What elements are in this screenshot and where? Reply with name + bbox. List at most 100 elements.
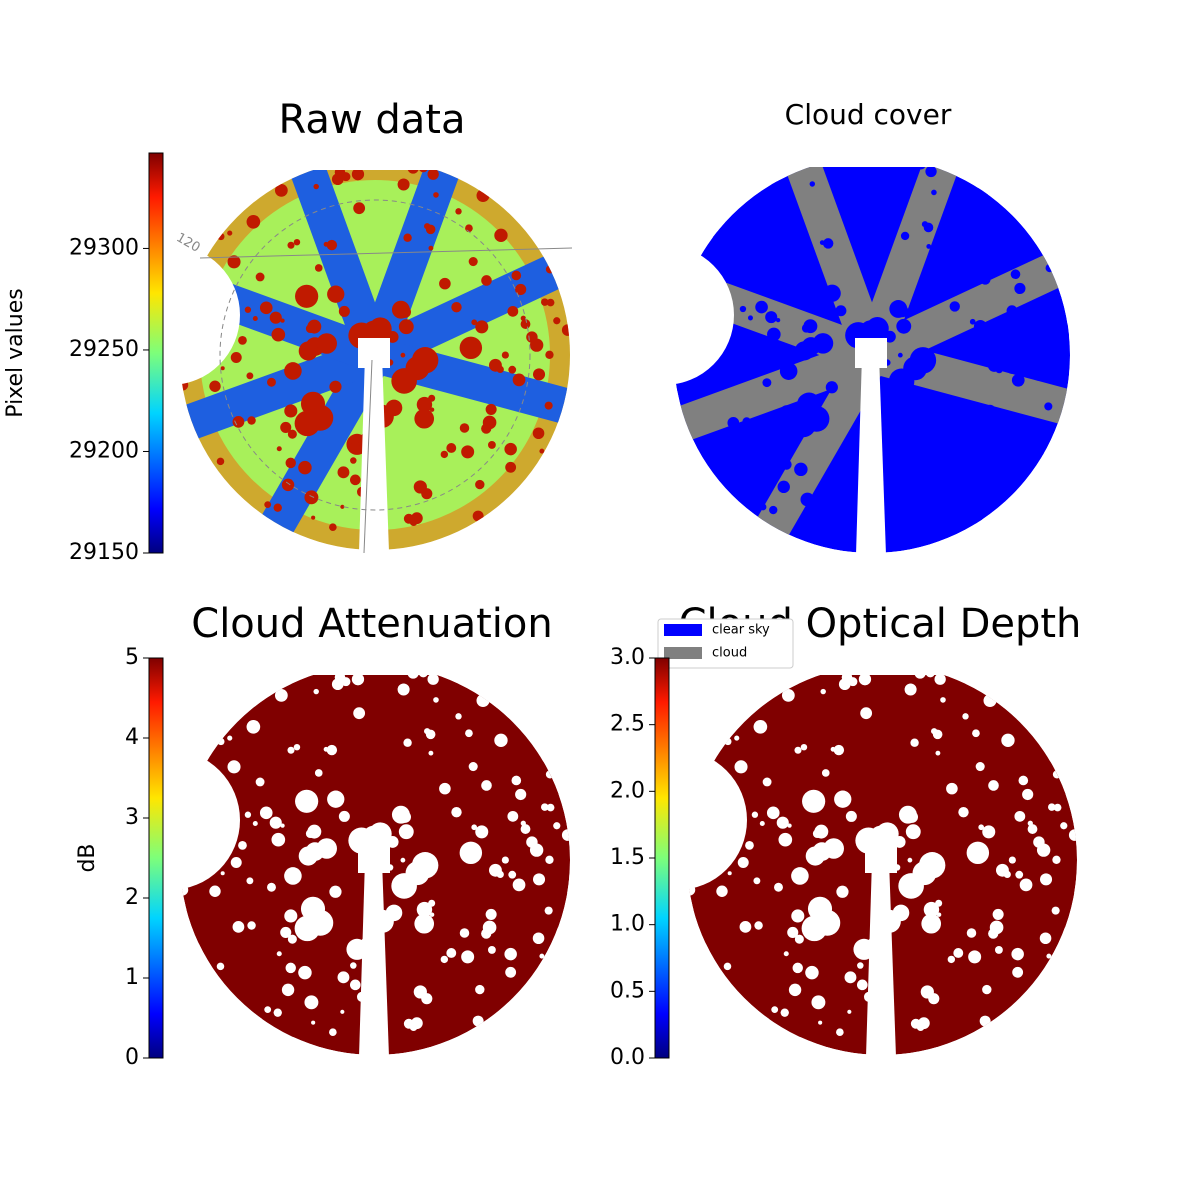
blob [712,231,720,239]
blob [739,920,752,933]
blob [316,838,337,859]
blob [834,790,852,808]
blob [836,507,841,512]
blob [298,846,318,866]
blob [925,165,937,178]
legend: clear sky cloud [657,618,794,669]
blob [833,744,845,756]
blob [541,298,549,306]
blob [281,983,295,997]
blob [850,200,862,212]
blob [905,824,921,840]
blob [1010,269,1021,280]
blob [414,408,435,429]
blob [918,1017,930,1030]
blob [252,820,258,827]
blob [264,501,272,509]
blob [753,719,768,734]
obstruction [607,750,747,890]
band [284,665,392,867]
blob [305,324,315,334]
blob [475,825,489,839]
blob [967,255,977,265]
blob [416,396,433,413]
blob [293,238,301,246]
blob [882,400,900,417]
axis-label: Pixel values [3,288,28,417]
blob [1040,297,1049,306]
blob [1014,282,1026,295]
blob [788,983,802,997]
blob [284,867,302,885]
blob [403,738,412,747]
blob [259,806,273,820]
blob [984,404,996,416]
blob [238,841,247,850]
blob [280,318,285,323]
blob [544,906,553,915]
blob [451,806,462,818]
band [687,843,889,951]
blob [298,460,312,475]
blob [400,857,406,863]
blob [1032,368,1045,381]
blob [1000,351,1008,359]
blob [313,183,319,190]
blob [411,852,439,879]
blob [968,950,982,964]
blob [856,979,868,991]
blob [439,277,451,290]
blob [209,380,221,392]
blob [553,822,561,830]
blob [1025,331,1038,343]
blob [805,846,825,866]
blob [927,408,933,413]
blob [311,1020,316,1025]
blob [907,857,913,863]
blob [496,365,504,374]
blob [888,368,915,395]
blob [953,948,964,958]
blob [545,855,554,864]
blob [1061,323,1070,336]
blob [971,513,983,524]
blob [794,341,814,361]
blob [772,447,778,453]
blob [209,885,221,897]
blob [532,368,546,381]
blob [765,311,778,324]
blob [911,482,925,496]
blob [411,347,439,374]
blob [504,947,517,961]
blob [504,442,517,456]
blob [507,810,519,822]
blob [787,823,792,828]
blob [217,737,225,746]
blob [459,841,483,865]
blob [794,934,804,944]
blob [979,1015,991,1027]
blob [1039,873,1053,886]
blob [750,271,760,281]
blob [979,274,991,285]
blob [227,255,241,269]
blob [230,857,242,869]
blob [982,825,996,839]
blob [858,673,872,686]
tick-label: 1 [125,965,139,990]
blob [783,951,789,957]
blob [767,327,781,342]
band [874,752,1077,877]
axis-label: dB [75,843,100,872]
blob [399,306,412,318]
blob [780,1008,789,1017]
blob [762,777,772,787]
blob [385,904,403,922]
blob [979,424,991,435]
blob [811,995,826,1010]
blob [1048,803,1056,811]
blob [836,885,849,898]
blob [836,1028,844,1037]
blob [340,1009,345,1014]
